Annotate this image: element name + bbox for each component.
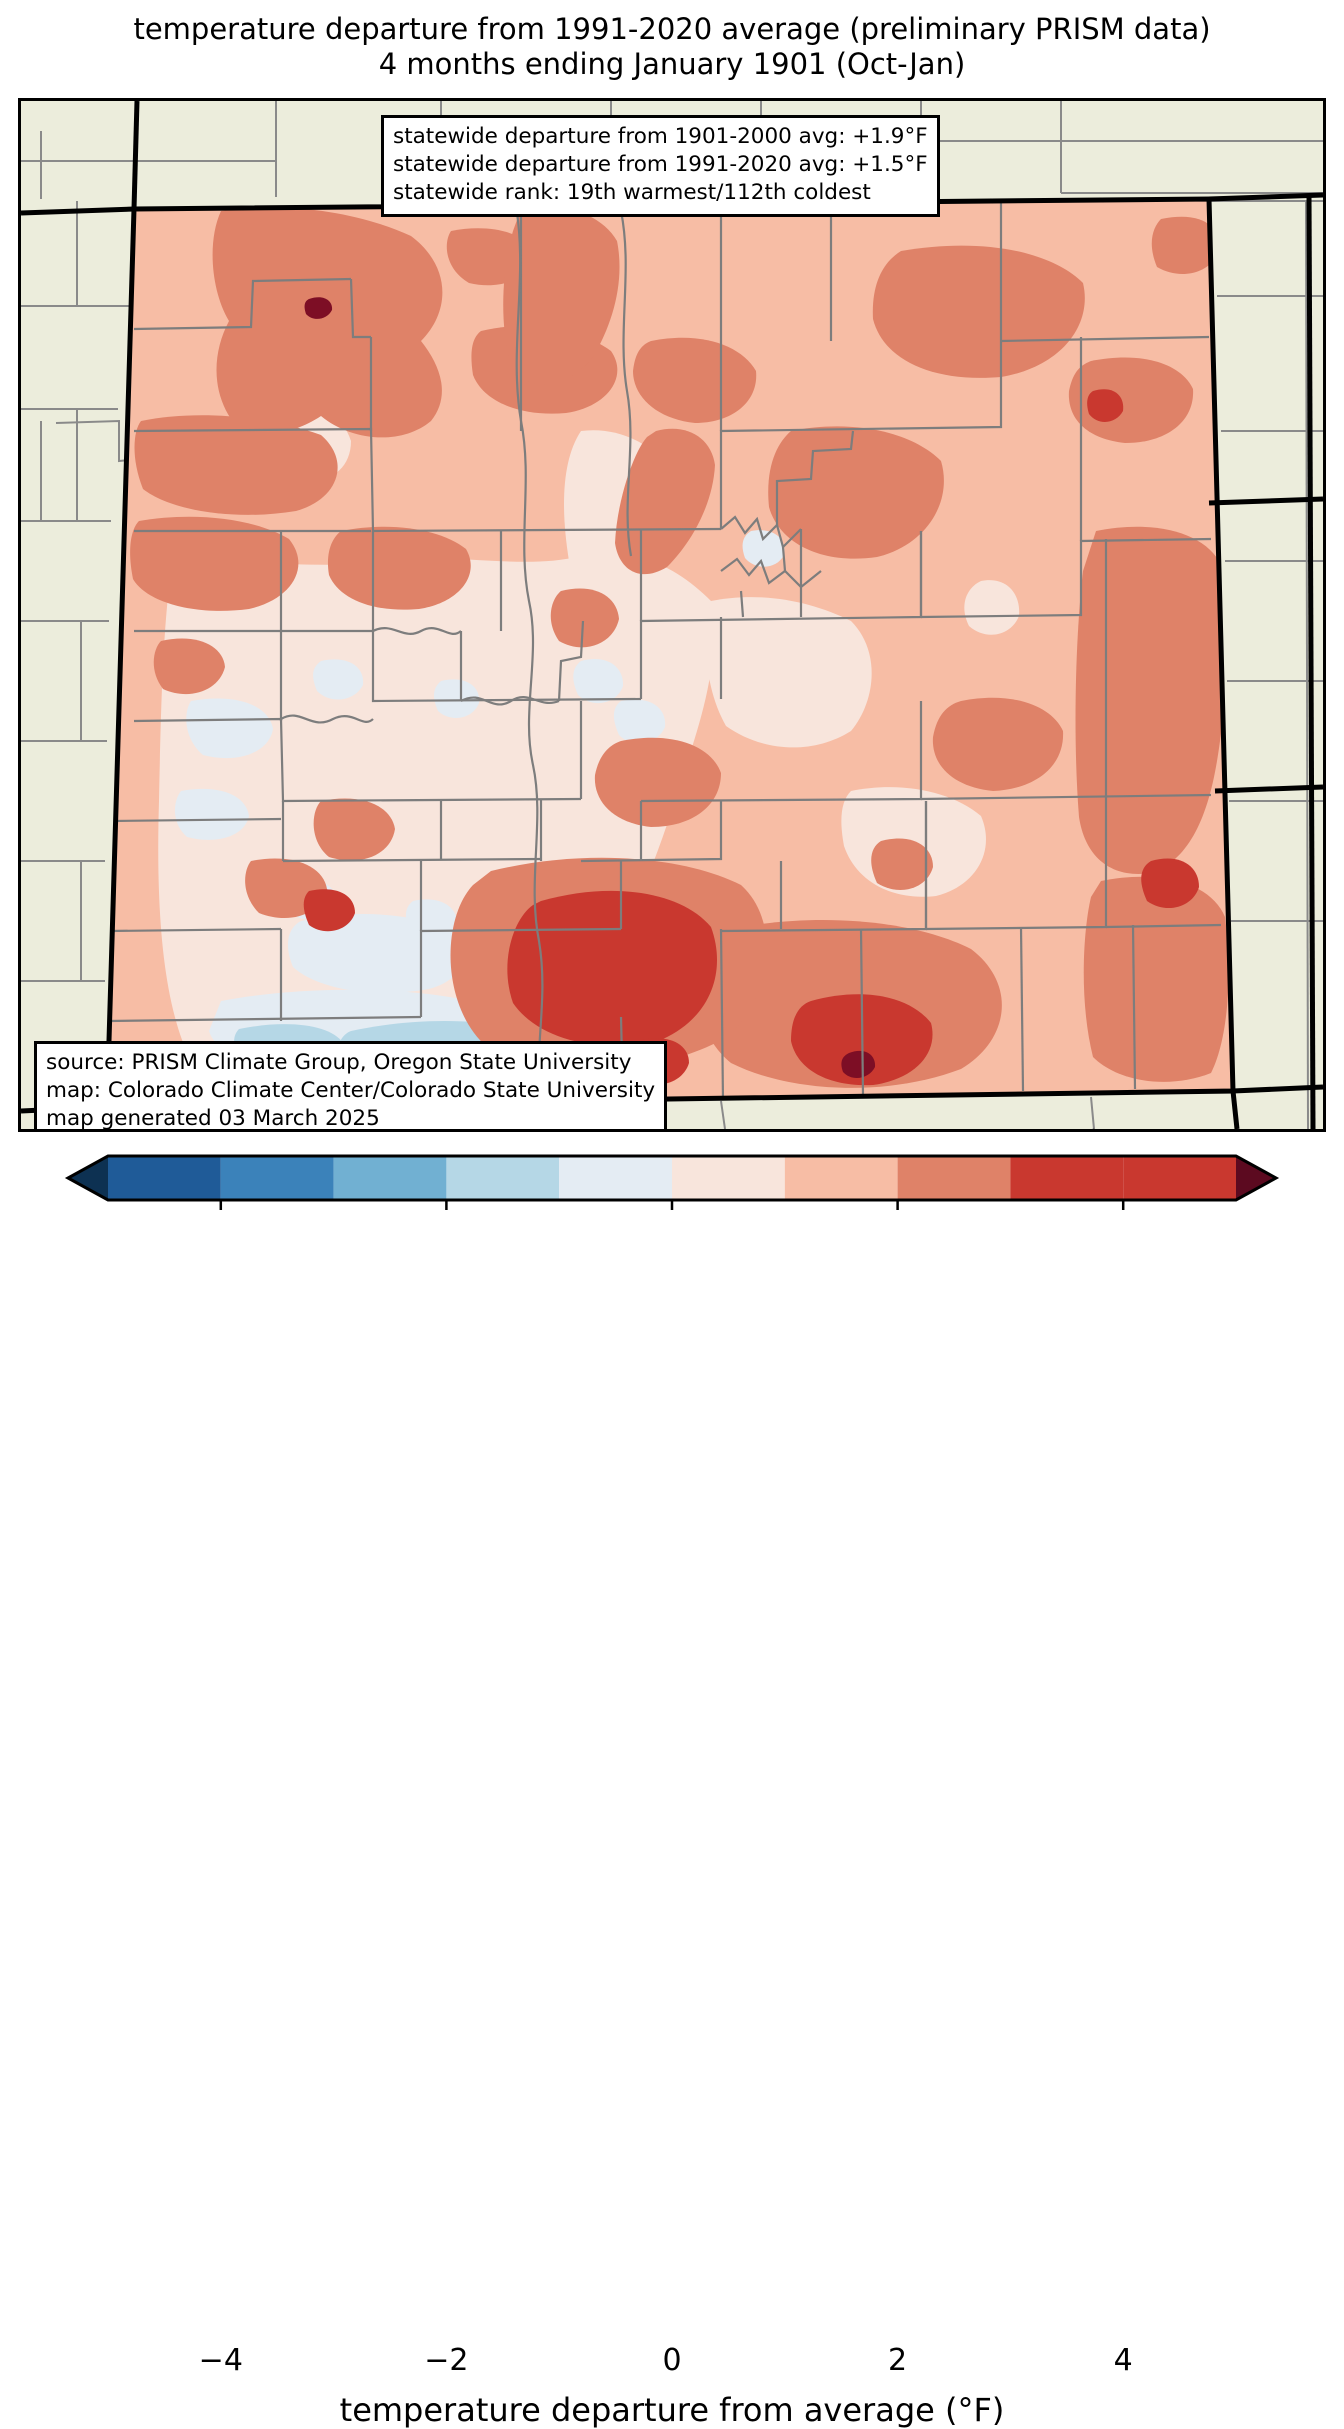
colorbar-band [784,1156,898,1200]
colorbar-outline [64,1154,1280,1202]
colorado-county-lines [108,203,1222,1102]
title-line-1: temperature departure from 1991-2020 ave… [133,12,1211,46]
stats-line-2: statewide departure from 1991-2020 avg: … [393,151,928,177]
colorbar-over-cap [1236,1156,1276,1200]
colorbar-tick-labels: −4 −2 0 2 4 [0,2343,1344,2387]
colorbar-band [897,1156,1011,1200]
colorado-temperature-departure-map [21,101,1323,1129]
temperature-contour-fills [107,199,1233,1107]
colorbar: −4 −2 0 2 4 temperature departure from avera… [0,1148,1344,2429]
colorbar-bands [68,1156,1276,1200]
colorbar-band [446,1156,560,1200]
colorbar-tick-label: −4 [198,2343,243,2378]
colorbar-band [1010,1156,1124,1200]
colorbar-band [672,1156,785,1200]
colorbar-band [1123,1156,1236,1200]
page-title: temperature departure from 1991-2020 ave… [0,12,1344,83]
statewide-stats-box: statewide departure from 1901-2000 avg: … [381,115,940,217]
map-panel: statewide departure from 1901-2000 avg: … [18,98,1326,1132]
colorbar-tick-label: 0 [662,2343,682,2378]
colorbar-tick-label: 4 [1113,2343,1133,2378]
colorbar-ticks [219,1200,1125,1210]
source-line-2: map: Colorado Climate Center/Colorado St… [46,1077,656,1103]
source-line-1: source: PRISM Climate Group, Oregon Stat… [46,1050,632,1075]
source-attribution-box: source: PRISM Climate Group, Oregon Stat… [34,1041,668,1131]
source-line-3: map generated 03 March 2025 [46,1105,380,1131]
colorbar-band [220,1156,334,1200]
colorbar-band [559,1156,672,1200]
colorbar-tick-label: −2 [424,2343,469,2378]
stats-line-3: statewide rank: 19th warmest/112th colde… [393,179,871,205]
colorbar-tick-label: 2 [888,2343,908,2378]
colorbar-band [333,1156,447,1200]
band-above-5 [304,297,876,1079]
colorbar-under-cap [68,1156,108,1200]
stats-line-1: statewide departure from 1901-2000 avg: … [393,124,928,149]
colorbar-swatches [64,1154,1280,1210]
title-line-2: 4 months ending January 1901 (Oct-Jan) [378,47,966,82]
colorbar-axis-label: temperature departure from average (°F) [339,2391,1005,2429]
colorbar-band [108,1156,221,1200]
